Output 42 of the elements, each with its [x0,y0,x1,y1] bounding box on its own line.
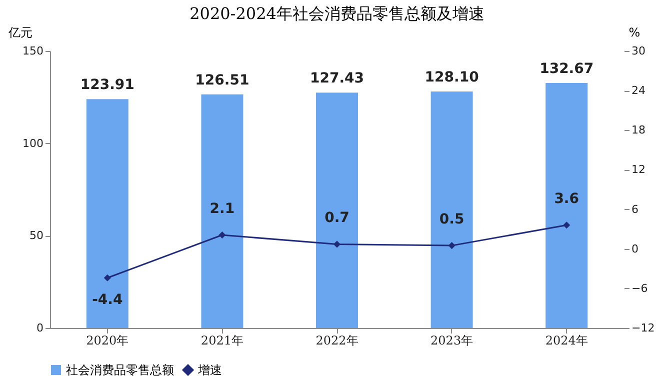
y-tick-label: 50 [30,229,44,242]
point [563,222,570,229]
point [333,240,341,248]
data-label: 126.51 [195,72,250,88]
y2-axis-title: % [628,26,640,40]
bar [546,83,588,328]
x-tick-label: 2021年 [200,334,244,348]
data-label: 132.67 [540,61,594,78]
data-label: 0.5 [439,212,464,228]
y2-tick-label: 12 [632,163,646,176]
data-label: -4.4 [92,292,123,308]
x-tick-label: 2024年 [545,334,588,348]
x-tick-label: 2023年 [430,334,474,348]
y2-tick-label: 0 [632,242,638,256]
y-tick-label: 100 [22,136,44,150]
legend-label: 社会消费品零售总额 [66,363,174,377]
data-label: 2.1 [210,201,235,218]
bar [201,94,244,328]
x-tick-label: 2020年 [86,334,129,348]
y2-tick-label: 24 [632,84,646,98]
y2-tick-label: −6 [632,282,648,295]
point [104,274,111,282]
y-tick-label: 0 [36,322,44,334]
y2-tick-label: 6 [632,202,638,216]
point [448,242,456,250]
data-label: 128.10 [424,69,480,86]
y2-tick-label: 18 [632,124,646,137]
y-tick-label: 150 [22,44,44,58]
x-tick-label: 2022年 [316,334,358,348]
y-axis-title: 亿元 [8,26,32,40]
bar [86,99,128,328]
bar [316,92,358,328]
data-label: 127.43 [310,70,364,87]
y2-tick-label: 30 [632,44,646,58]
data-label: 123.91 [80,77,134,94]
data-label: 0.7 [324,210,350,226]
y2-tick-label: −12 [632,322,655,334]
data-label: 3.6 [554,191,580,208]
point [218,231,226,239]
legend-label: 增速 [197,363,222,377]
bar [430,91,473,328]
chart-title: 2020-2024年社会消费品零售总额及增速 [190,4,484,23]
